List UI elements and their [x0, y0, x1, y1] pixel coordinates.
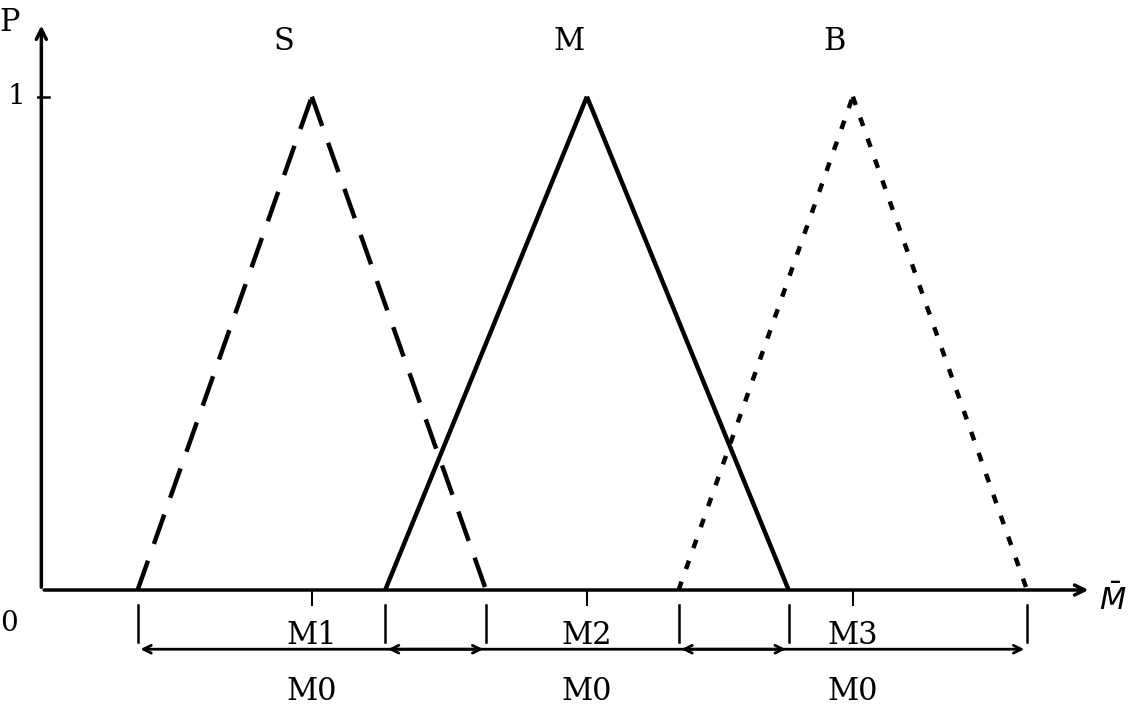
- Text: M0: M0: [828, 677, 878, 707]
- Text: M3: M3: [828, 619, 878, 651]
- Text: 1: 1: [7, 83, 25, 110]
- Text: M0: M0: [561, 677, 612, 707]
- Text: M0: M0: [287, 677, 337, 707]
- Text: 0: 0: [0, 610, 18, 637]
- Text: $\bar{M}$: $\bar{M}$: [1099, 584, 1126, 616]
- Text: P: P: [0, 7, 19, 38]
- Text: M2: M2: [561, 619, 612, 651]
- Text: M: M: [553, 26, 584, 57]
- Text: B: B: [823, 26, 846, 57]
- Text: M1: M1: [287, 619, 337, 651]
- Text: S: S: [274, 26, 295, 57]
